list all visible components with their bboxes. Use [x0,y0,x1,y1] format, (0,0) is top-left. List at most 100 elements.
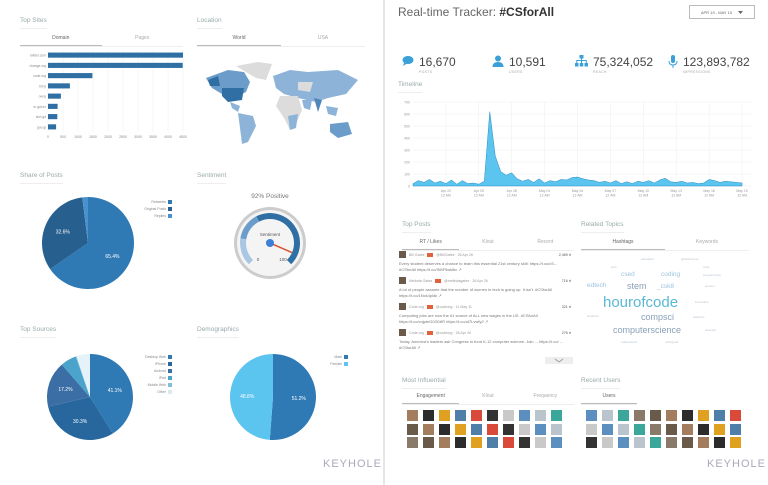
user-avatar[interactable] [519,437,530,448]
user-avatar[interactable] [503,437,514,448]
tab-recent[interactable]: Recent [537,239,554,245]
user-avatar[interactable] [503,410,514,421]
user-avatar[interactable] [682,437,693,448]
user-avatar[interactable] [487,410,498,421]
user-avatar[interactable] [535,437,546,448]
hashtag-hourofcode[interactable]: hourofcode [603,294,679,311]
hashtag-csk8[interactable]: _csk8 [657,283,674,290]
user-avatar[interactable] [682,423,693,435]
user-avatar[interactable] [634,410,645,421]
tab-pages[interactable]: Pages [135,35,150,41]
legend-item[interactable]: Mobile Web [120,382,172,389]
tab-klout[interactable]: Klout [482,239,494,245]
user-avatar[interactable] [455,410,466,421]
user-avatar[interactable] [650,423,661,435]
user-avatar[interactable] [519,423,530,435]
user-avatar[interactable] [698,423,709,435]
user-avatar[interactable] [698,410,709,421]
hashtag-tech[interactable]: tech [611,265,617,269]
user-avatar[interactable] [439,437,450,448]
user-avatar[interactable] [487,423,498,435]
scroll-down-chevron-icon[interactable] [545,357,573,364]
user-avatar[interactable] [551,437,562,448]
user-avatar[interactable] [682,410,693,421]
tab-frequency[interactable]: Frequency [533,393,558,399]
user-avatar[interactable] [730,437,741,448]
user-avatar[interactable] [455,437,466,448]
user-avatar[interactable] [650,410,661,421]
user-avatar[interactable] [586,423,597,435]
user-avatar[interactable] [602,437,613,448]
tab-klout[interactable]: Klout [482,393,494,399]
user-avatar[interactable] [471,423,482,435]
legend-item[interactable]: iPad [120,375,172,382]
user-avatar[interactable] [666,437,677,448]
user-avatar[interactable] [618,423,629,435]
hashtag-stem[interactable]: stem [627,281,647,291]
post-author[interactable]: Melinda Gates [409,278,433,283]
tab-domain[interactable]: Domain [20,32,102,46]
user-avatar[interactable] [551,410,562,421]
legend-item[interactable]: Retweets [120,199,172,206]
tab-rt-likes[interactable]: RT / Likes [402,236,460,250]
user-avatar[interactable] [586,410,597,421]
hashtag-students[interactable]: students [587,314,599,318]
user-avatar[interactable] [439,423,450,435]
post-item[interactable]: Melinda Gates @melindagates · 26 Apr 26 71… [399,277,571,298]
user-avatar[interactable] [730,423,741,435]
user-avatar[interactable] [650,437,661,448]
tab-usa[interactable]: USA [317,35,329,41]
user-avatar[interactable] [471,410,482,421]
user-avatar[interactable] [535,423,546,435]
user-avatar[interactable] [455,423,466,435]
user-avatar[interactable] [439,410,450,421]
hashtag-compsci[interactable]: compsci [641,312,675,322]
post-author[interactable]: Code.org [409,304,424,309]
user-avatar[interactable] [586,437,597,448]
hashtag-csed[interactable]: csed [621,271,635,278]
post-item[interactable]: Bill Gates @BillGates · 26 Apr 26 2,469 rt… [399,251,571,272]
hashtag-education[interactable]: education [641,257,655,261]
user-avatar[interactable] [618,437,629,448]
tab-keywords[interactable]: Keywords [696,239,718,245]
user-avatar[interactable] [666,410,677,421]
hashtag-teachers[interactable]: teachers [693,315,705,319]
legend-item[interactable]: Replies [120,213,172,220]
hashtag-programming[interactable]: programming [703,273,721,277]
hashtag-innovation[interactable]: innovation [695,300,709,304]
user-avatar[interactable] [423,423,434,435]
tab-engagement[interactable]: Engagement [402,390,460,404]
user-avatar[interactable] [487,437,498,448]
user-avatar[interactable] [618,410,629,421]
user-avatar[interactable] [698,437,709,448]
user-avatar[interactable] [602,423,613,435]
legend-item[interactable]: Female [300,361,348,368]
user-avatar[interactable] [423,437,434,448]
hashtag-diversity[interactable]: diversity [705,328,717,332]
user-avatar[interactable] [714,437,725,448]
date-range-dropdown[interactable]: APR 19 - MAY 19 [689,5,755,19]
legend-item[interactable]: Desktop Web [120,354,172,361]
hashtag-makeschool[interactable]: makeschool [621,340,638,344]
user-avatar[interactable] [519,410,530,421]
hashtag-computerscience[interactable]: computerscience [613,325,682,335]
legend-item[interactable]: Other [120,389,172,396]
legend-item[interactable]: Male [300,354,348,361]
post-author[interactable]: Bill Gates [409,252,425,257]
user-avatar[interactable] [535,410,546,421]
hashtag-csforgood[interactable]: csforgood [665,340,679,344]
post-author[interactable]: Code.org [409,330,424,335]
user-avatar[interactable] [714,410,725,421]
user-avatar[interactable] [666,423,677,435]
user-avatar[interactable] [407,410,418,421]
post-item[interactable]: Code.org @codeorg · 11 May 11 321 rt Comput… [399,303,571,324]
world-map[interactable] [198,58,363,148]
user-avatar[interactable] [407,423,418,435]
tab-world[interactable]: World [197,32,281,46]
hashtag-edtech[interactable]: edtech [587,282,607,289]
user-avatar[interactable] [503,423,514,435]
hashtag-code[interactable]: code [703,265,710,269]
hashtag-girlswhocode[interactable]: girlswhocode [681,257,699,261]
legend-item[interactable]: Android [120,368,172,375]
hashtag-women[interactable]: women [705,284,715,288]
